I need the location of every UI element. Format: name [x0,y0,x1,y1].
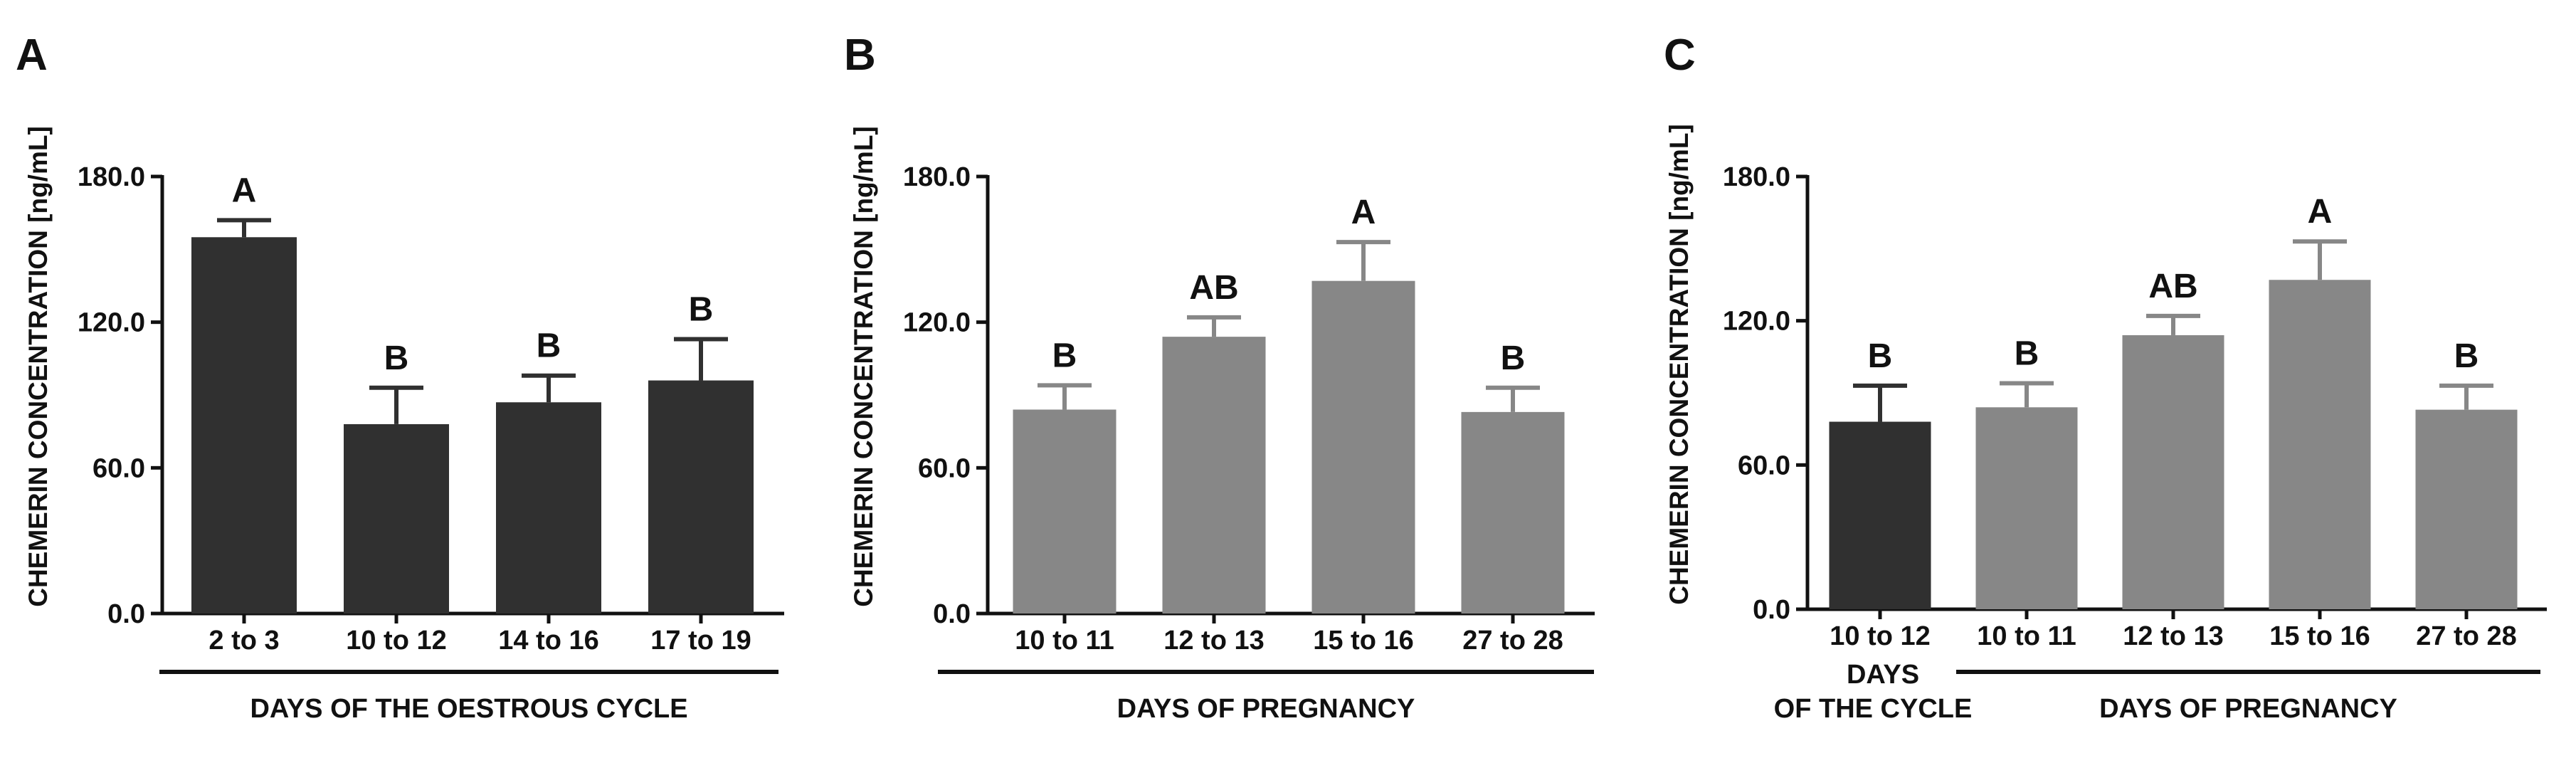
y-tick-label: 180.0 [1723,162,1790,192]
group-label: DAYS [1847,660,1919,690]
significance-letter: AB [2148,268,2197,305]
bar [2269,280,2371,609]
category-label: 10 to 12 [1830,621,1931,651]
category-label: 15 to 16 [1313,626,1414,656]
significance-letter: A [1351,194,1376,231]
bar [191,237,297,614]
category-label: 10 to 12 [346,626,447,656]
group-label: OF THE CYCLE [1774,694,1973,724]
group-label: DAYS OF PREGNANCY [1117,694,1415,724]
panel-c: C CHEMERIN CONCENTRATION [ng/mL] 0.0 60.0 12… [1664,31,2547,724]
significance-letter: B [1052,337,1077,374]
y-tick-label: 0.0 [107,599,145,629]
significance-letter: B [537,327,561,365]
bar [1013,409,1117,614]
significance-letter: A [232,172,257,209]
panel-letter: C [1664,31,1696,80]
significance-letter: B [2015,335,2039,372]
category-label: 12 to 13 [1163,626,1265,656]
y-tick-label: 180.0 [78,162,145,192]
bar [648,380,754,614]
bar [1975,407,2078,609]
panel-b: B CHEMERIN CONCENTRATION [ng/mL] 0.0 60.0 12… [844,31,1595,724]
bar [1311,280,1415,614]
category-label: 10 to 11 [1015,626,1114,656]
y-tick-label: 0.0 [933,599,971,629]
bar [1829,421,1931,609]
category-label: 17 to 19 [650,626,751,656]
bar [1162,337,1266,614]
y-tick-label: 120.0 [1723,307,1790,337]
panel-letter: A [16,31,48,80]
y-tick-label: 60.0 [93,453,145,483]
significance-letter: B [1868,337,1893,375]
category-label: 12 to 13 [2123,621,2224,651]
group-label: DAYS OF THE OESTROUS CYCLE [250,694,687,724]
significance-letter: B [689,291,714,329]
y-tick-label: 60.0 [1738,451,1790,480]
y-axis-title: CHEMERIN CONCENTRATION [ng/mL] [849,126,878,607]
panel-letter: B [844,31,876,80]
y-axis-title: CHEMERIN CONCENTRATION [ng/mL] [1664,124,1694,605]
category-label: 14 to 16 [498,626,599,656]
bar [2415,409,2518,609]
category-label: 10 to 11 [1977,621,2076,651]
panel-a: A CHEMERIN CONCENTRATION [ng/mL] 0.0 60.0 12… [16,31,784,724]
group-label: DAYS OF PREGNANCY [2099,694,2397,724]
bar [1461,411,1565,614]
category-label: 2 to 3 [208,626,279,656]
y-axis-title: CHEMERIN CONCENTRATION [ng/mL] [23,126,53,607]
significance-letter: AB [1189,269,1238,307]
category-label: 27 to 28 [2416,621,2517,651]
bar [496,402,601,614]
y-tick-label: 60.0 [918,453,971,483]
y-tick-label: 180.0 [903,162,971,192]
significance-letter: A [2308,193,2333,231]
y-tick-label: 120.0 [78,308,145,338]
significance-letter: B [2454,337,2479,375]
category-label: 27 to 28 [1462,626,1563,656]
bar [2122,335,2224,609]
category-label: 15 to 16 [2269,621,2370,651]
bar [344,423,449,614]
y-tick-label: 0.0 [1753,595,1790,625]
significance-letter: B [1501,339,1526,377]
y-tick-label: 120.0 [903,308,971,338]
significance-letter: B [384,339,409,377]
